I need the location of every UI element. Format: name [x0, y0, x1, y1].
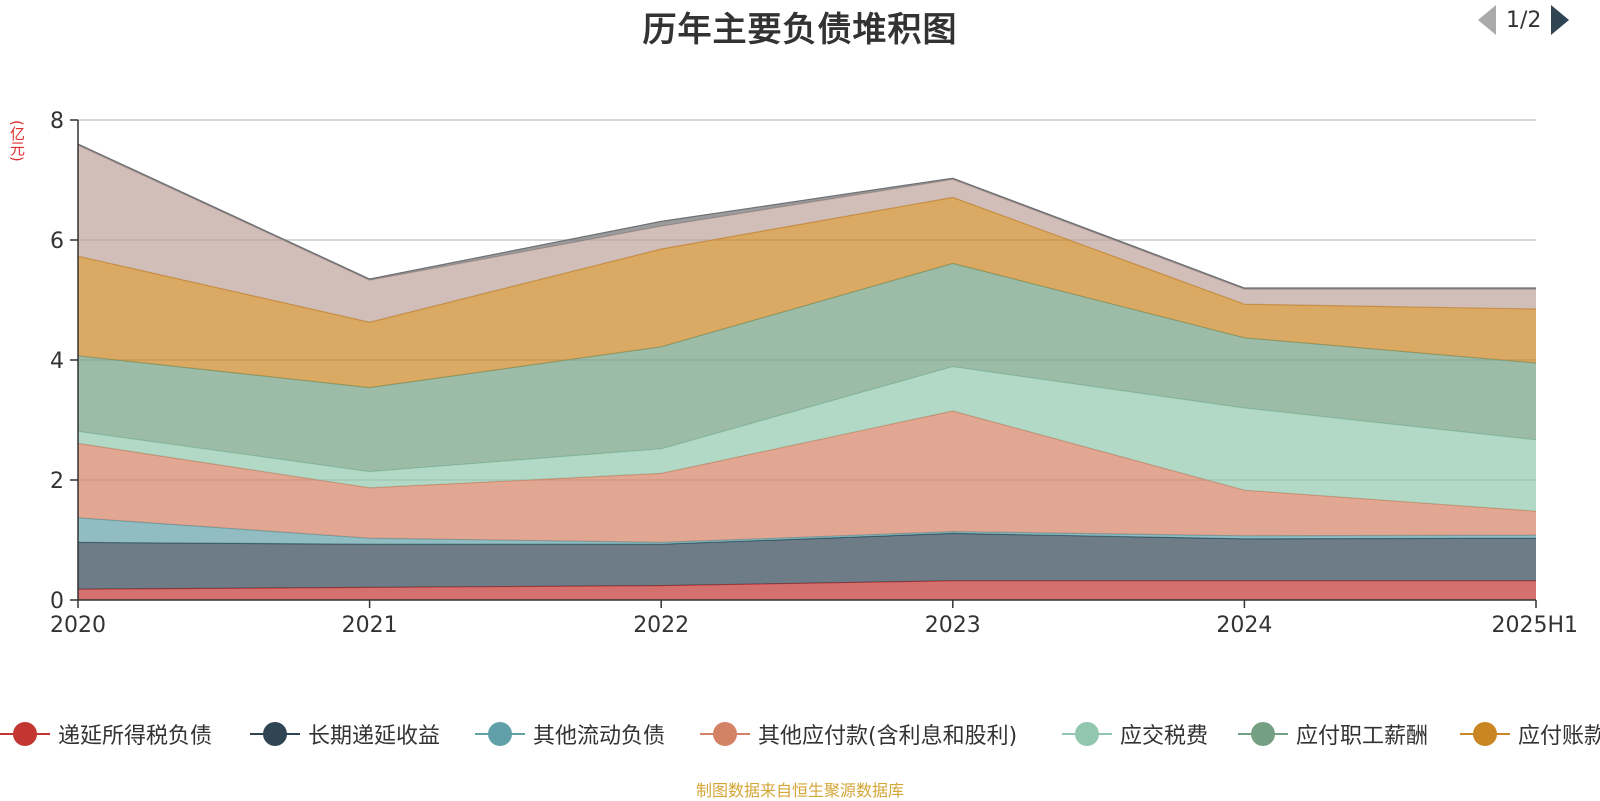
legend-swatch	[250, 720, 300, 748]
y-axis-unit-label: (亿元)	[8, 120, 26, 162]
legend-prev-page-button[interactable]	[1478, 5, 1496, 35]
legend-item[interactable]: 其他应付款(含利息和股利)	[700, 716, 1017, 752]
area-series-1	[78, 533, 1536, 590]
area-series-0	[78, 580, 1536, 600]
x-tick-label: 2022	[633, 613, 689, 638]
legend-swatch	[1460, 720, 1510, 748]
legend-item[interactable]: 其他流动负债	[475, 716, 665, 752]
legend-label: 其他流动负债	[533, 724, 666, 749]
legend: 递延所得税负债 长期递延收益 其他流动负债 其他应付款(含利息和股利) 应交税费 应付职工…	[0, 716, 1600, 756]
area-series	[77, 143, 1537, 600]
legend-swatch	[1062, 720, 1112, 748]
legend-swatch	[0, 720, 50, 748]
area-line-3	[77, 410, 1537, 512]
chart-title: 历年主要负债堆积图	[642, 10, 958, 50]
tick-labels: 0 2 4 6 8 2020 2021 2022 2023 2024 2025H1	[50, 109, 1578, 638]
area-line-8	[77, 143, 1536, 289]
x-tick-label: 2021	[342, 613, 398, 638]
legend-pager: 1/2	[1468, 0, 1600, 40]
x-tick-label: 2020	[50, 613, 106, 638]
legend-next-page-button[interactable]	[1551, 5, 1570, 35]
source-note: 制图数据来自恒生聚源数据库	[695, 781, 904, 800]
legend-item[interactable]: 应付职工薪酬	[1238, 716, 1428, 752]
y-tick-label: 8	[50, 109, 64, 134]
legend-swatch	[475, 720, 525, 748]
x-tick-label: 2023	[925, 613, 981, 638]
area-series-6	[78, 197, 1536, 388]
stacked-area-chart: 0 2 4 6 8 2020 2021 2022 2023 2024 2025H1	[50, 109, 1578, 638]
legend-label: 其他应付款(含利息和股利)	[758, 724, 1018, 749]
x-tick-label: 2025H1	[1491, 613, 1578, 638]
y-tick-label: 4	[50, 349, 64, 374]
legend-item[interactable]: 长期递延收益	[250, 716, 440, 752]
area-series-3	[78, 411, 1536, 543]
axes	[70, 119, 1537, 608]
legend-swatch	[1238, 720, 1288, 748]
legend-label: 应交税费	[1120, 724, 1209, 749]
x-tick-label: 2024	[1216, 613, 1272, 638]
y-tick-label: 6	[50, 229, 64, 254]
area-series-4	[78, 366, 1536, 512]
legend-swatch	[700, 720, 750, 748]
legend-item[interactable]: 递延所得税负债	[0, 716, 212, 752]
legend-item[interactable]: 应交税费	[1062, 716, 1208, 752]
legend-page-indicator: 1/2	[1506, 7, 1542, 33]
legend-item[interactable]: 应付账款	[1460, 716, 1600, 752]
y-tick-label: 0	[50, 589, 64, 614]
legend-label: 应付账款	[1518, 724, 1600, 749]
y-tick-label: 2	[50, 469, 64, 494]
area-series-7	[78, 145, 1536, 323]
legend-label: 长期递延收益	[308, 724, 441, 749]
legend-label: 递延所得税负债	[58, 724, 213, 749]
area-series-2	[78, 517, 1536, 545]
area-series-5	[78, 263, 1536, 472]
legend-label: 应付职工薪酬	[1296, 724, 1429, 749]
